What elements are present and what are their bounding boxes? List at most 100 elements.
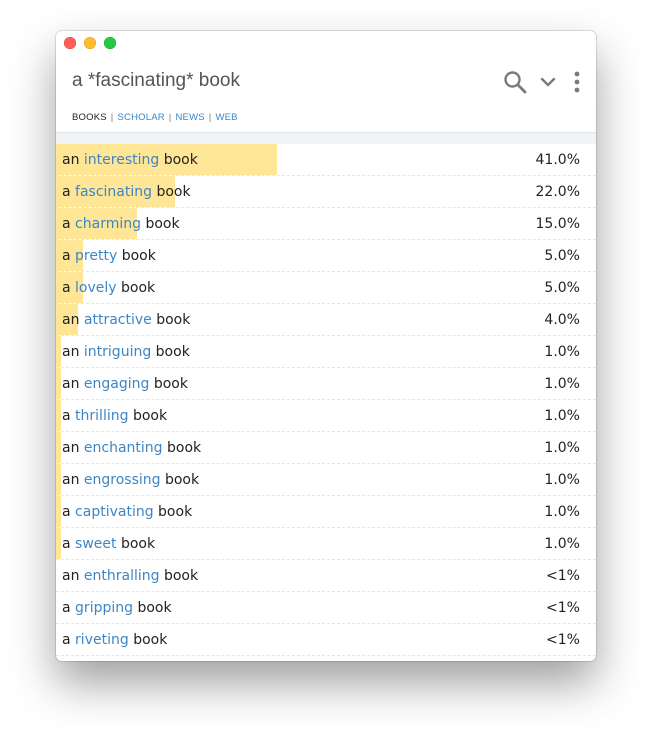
result-phrase: an engrossing book — [62, 472, 199, 488]
frequency-bar — [56, 432, 62, 463]
frequency-bar — [56, 144, 278, 175]
result-percentage: 1.0% — [544, 440, 580, 456]
result-percentage: 1.0% — [544, 344, 580, 360]
phrase-prefix: a — [62, 280, 71, 296]
phrase-prefix: a — [62, 504, 71, 520]
results-list: an interesting book 41.0% a fascinating bo… — [56, 144, 596, 656]
result-row[interactable]: an interesting book 41.0% — [56, 144, 596, 176]
search-button[interactable] — [502, 69, 528, 95]
result-row[interactable]: a riveting book <1% — [56, 624, 596, 656]
frequency-bar — [56, 528, 62, 559]
tab-news[interactable]: NEWS — [175, 112, 205, 123]
window-controls — [64, 37, 124, 49]
tab-books[interactable]: BOOKS — [72, 112, 107, 123]
matched-word[interactable]: charming — [75, 216, 141, 232]
phrase-suffix: book — [155, 344, 190, 360]
phrase-prefix: a — [62, 632, 71, 648]
result-phrase: a lovely book — [62, 280, 155, 296]
result-row[interactable]: a sweet book 1.0% — [56, 528, 596, 560]
search-icon — [504, 71, 527, 94]
phrase-prefix: an — [62, 440, 80, 456]
result-row[interactable]: a gripping book <1% — [56, 592, 596, 624]
phrase-prefix: a — [62, 248, 71, 264]
phrase-prefix: a — [62, 216, 71, 232]
phrase-prefix: an — [62, 152, 80, 168]
phrase-suffix: book — [120, 536, 156, 552]
phrase-suffix: book — [145, 216, 180, 232]
close-window-button[interactable] — [64, 37, 76, 49]
toolbar — [502, 69, 582, 95]
more-button[interactable] — [572, 69, 582, 95]
result-row[interactable]: an attractive book 4.0% — [56, 304, 596, 336]
phrase-prefix: a — [62, 600, 71, 616]
search-query-input[interactable]: a *fascinating* book — [72, 70, 240, 91]
result-phrase: an engaging book — [62, 376, 188, 392]
matched-word[interactable]: thrilling — [75, 408, 129, 424]
result-phrase: a gripping book — [62, 600, 172, 616]
result-row[interactable]: a lovely book 5.0% — [56, 272, 596, 304]
tab-web[interactable]: WEB — [215, 112, 238, 123]
phrase-prefix: an — [62, 344, 80, 360]
matched-word[interactable]: fascinating — [75, 184, 153, 200]
phrase-suffix: book — [167, 440, 202, 456]
result-row[interactable]: an enthralling book <1% — [56, 560, 596, 592]
result-row[interactable]: a captivating book 1.0% — [56, 496, 596, 528]
result-phrase: an enthralling book — [62, 568, 198, 584]
frequency-bar — [56, 304, 78, 335]
matched-word[interactable]: enthralling — [83, 568, 160, 584]
matched-word[interactable]: engaging — [83, 376, 150, 392]
frequency-bar — [56, 208, 137, 239]
phrase-prefix: a — [62, 184, 71, 200]
matched-word[interactable]: lovely — [75, 280, 117, 296]
matched-word[interactable]: engrossing — [83, 472, 161, 488]
result-percentage: 22.0% — [535, 184, 580, 200]
result-row[interactable]: an intriguing book 1.0% — [56, 336, 596, 368]
result-row[interactable]: a charming book 15.0% — [56, 208, 596, 240]
result-percentage: 1.0% — [544, 472, 580, 488]
minimize-window-button[interactable] — [84, 37, 96, 49]
result-phrase: a fascinating book — [62, 184, 191, 200]
matched-word[interactable]: attractive — [83, 312, 152, 328]
result-row[interactable]: a fascinating book 22.0% — [56, 176, 596, 208]
phrase-prefix: a — [62, 408, 71, 424]
result-row[interactable]: a thrilling book 1.0% — [56, 400, 596, 432]
frequency-bar — [56, 336, 62, 367]
phrase-prefix: a — [62, 536, 71, 552]
result-phrase: a pretty book — [62, 248, 156, 264]
dropdown-button[interactable] — [538, 69, 558, 95]
matched-word[interactable]: captivating — [75, 504, 154, 520]
matched-word[interactable]: intriguing — [83, 344, 152, 360]
matched-word[interactable]: interesting — [83, 152, 160, 168]
result-row[interactable]: an engrossing book 1.0% — [56, 464, 596, 496]
matched-word[interactable]: sweet — [75, 536, 117, 552]
result-percentage: 1.0% — [544, 536, 580, 552]
zoom-window-button[interactable] — [104, 37, 116, 49]
tab-separator: | — [168, 112, 172, 123]
matched-word[interactable]: enchanting — [83, 440, 163, 456]
phrase-prefix: an — [62, 568, 80, 584]
tab-scholar[interactable]: SCHOLAR — [117, 112, 165, 123]
result-row[interactable]: a pretty book 5.0% — [56, 240, 596, 272]
result-phrase: an attractive book — [62, 312, 190, 328]
frequency-bar — [56, 240, 83, 271]
frequency-bar — [56, 464, 62, 495]
phrase-prefix: an — [62, 472, 80, 488]
result-phrase: an enchanting book — [62, 440, 201, 456]
phrase-suffix: book — [156, 312, 191, 328]
result-percentage: 5.0% — [544, 280, 580, 296]
matched-word[interactable]: riveting — [75, 632, 129, 648]
frequency-bar — [56, 400, 62, 431]
frequency-bar — [56, 368, 62, 399]
source-tabs: BOOKS | SCHOLAR | NEWS | WEB — [72, 112, 238, 123]
matched-word[interactable]: gripping — [75, 600, 134, 616]
phrase-prefix: an — [62, 376, 80, 392]
phrase-suffix: book — [153, 376, 188, 392]
result-row[interactable]: an engaging book 1.0% — [56, 368, 596, 400]
result-percentage: 41.0% — [535, 152, 580, 168]
result-percentage: 1.0% — [544, 504, 580, 520]
result-phrase: an interesting book — [62, 152, 198, 168]
matched-word[interactable]: pretty — [75, 248, 118, 264]
phrase-prefix: an — [62, 312, 80, 328]
frequency-bar — [56, 176, 175, 207]
result-row[interactable]: an enchanting book 1.0% — [56, 432, 596, 464]
